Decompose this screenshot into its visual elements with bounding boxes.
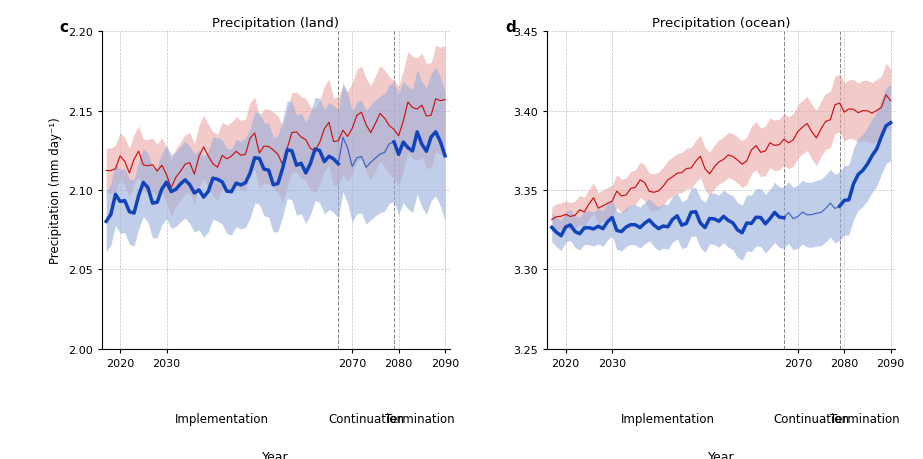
Text: Year: Year	[708, 450, 735, 459]
Text: Implementation: Implementation	[621, 412, 714, 425]
Text: c: c	[60, 19, 68, 34]
Text: Continuation: Continuation	[328, 412, 404, 425]
Text: Continuation: Continuation	[773, 412, 850, 425]
Text: d: d	[506, 19, 516, 34]
Title: Precipitation (ocean): Precipitation (ocean)	[652, 17, 790, 29]
Text: Termination: Termination	[831, 412, 900, 425]
Title: Precipitation (land): Precipitation (land)	[212, 17, 339, 29]
Text: Implementation: Implementation	[175, 412, 270, 425]
Text: Year: Year	[262, 450, 289, 459]
Y-axis label: Precipitation (mm day⁻¹): Precipitation (mm day⁻¹)	[49, 117, 62, 264]
Text: Termination: Termination	[385, 412, 454, 425]
